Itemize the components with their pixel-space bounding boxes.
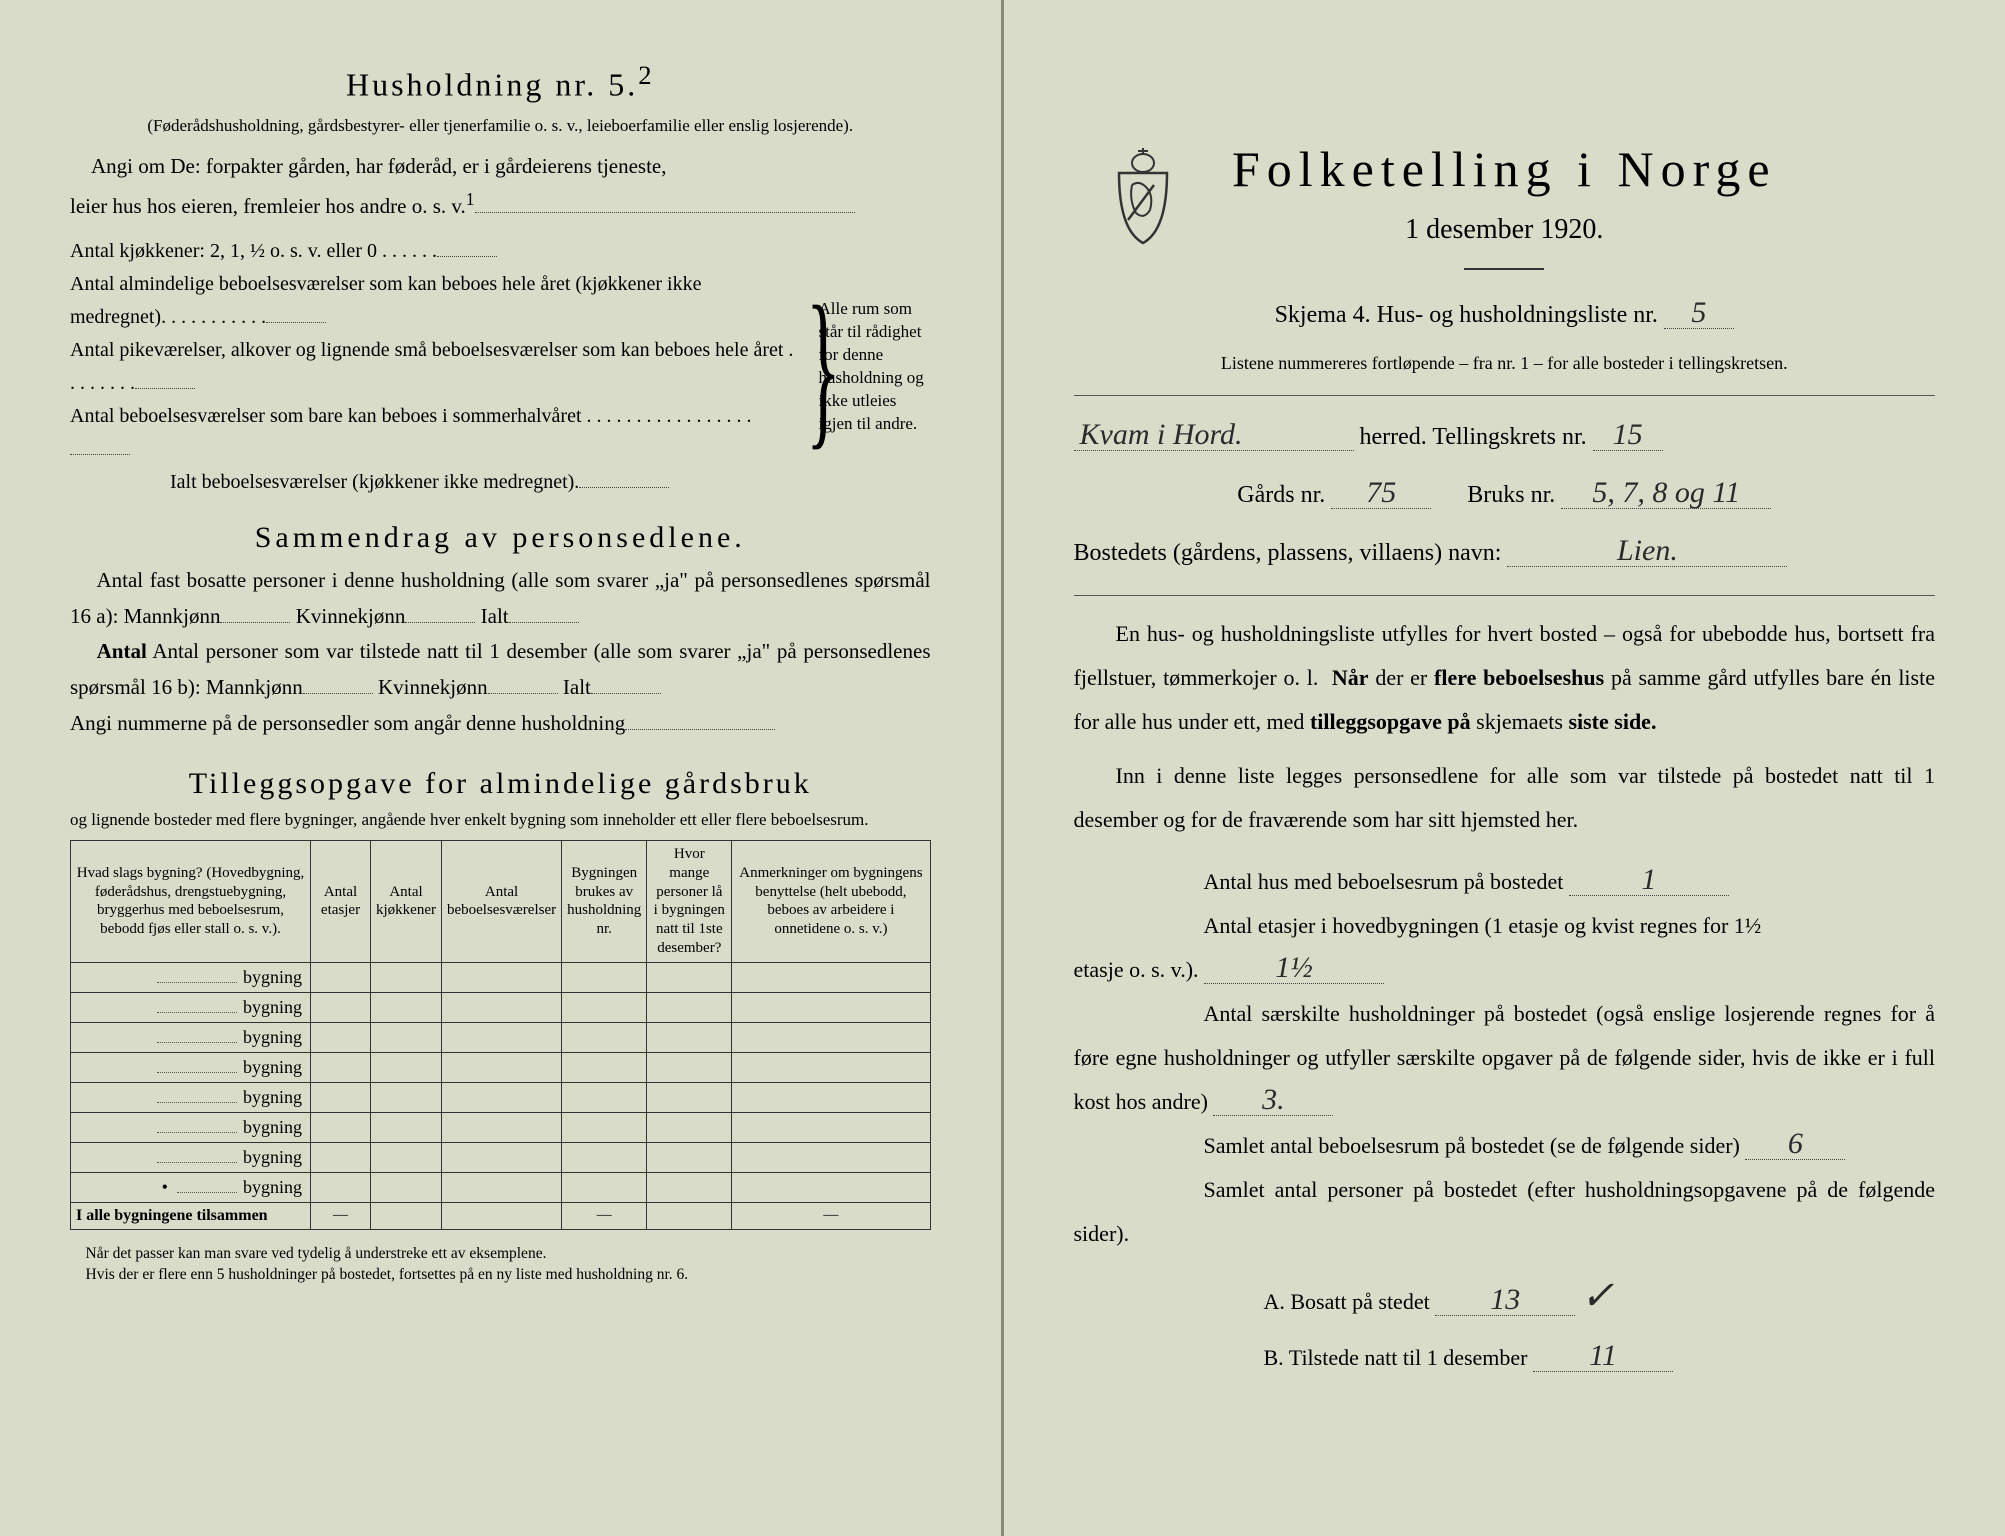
household-subnote: (Føderådshusholdning, gårdsbestyrer- ell… — [70, 114, 931, 138]
th-7: Anmerkninger om bygningens benyttelse (h… — [732, 841, 930, 963]
building-table: Hvad slags bygning? (Hovedbygning, føder… — [70, 840, 931, 1230]
household-heading: Husholdning nr. 5.2 — [70, 60, 931, 104]
table-row: bygning — [71, 992, 931, 1022]
samm-3: Angi nummerne på de personsedler som ang… — [70, 706, 931, 742]
para1: Angi om De: forpakter gården, har føderå… — [70, 149, 931, 224]
table-row: bygning — [71, 962, 931, 992]
field-rooms: Samlet antal beboelsesrum på bostedet (s… — [1074, 1124, 1936, 1168]
th-4: Antal beboelsesværelser — [441, 841, 561, 963]
sammendrag-title: Sammendrag av personsedlene. — [70, 521, 931, 555]
field-houses: Antal hus med beboelsesrum på bostedet 1 — [1074, 860, 1936, 904]
th-6: Hvor mange personer lå i bygningen natt … — [647, 841, 732, 963]
rooms-block: Antal kjøkkener: 2, 1, ½ o. s. v. eller … — [70, 235, 931, 499]
tillegg-sub: og lignende bosteder med flere bygninger… — [70, 809, 931, 832]
gards-line: Gårds nr. 75 Bruks nr. 5, 7, 8 og 11 — [1074, 470, 1936, 520]
table-row: • bygning — [71, 1172, 931, 1202]
divider-short — [1464, 268, 1544, 270]
footer-note: Når det passer kan man svare ved tydelig… — [70, 1244, 931, 1286]
field-a: A. Bosatt på stedet 13 ✓ — [1074, 1256, 1936, 1336]
instructions-1: En hus- og husholdningsliste utfylles fo… — [1074, 612, 1936, 744]
table-row: bygning — [71, 1082, 931, 1112]
field-persons: Samlet antal personer på bostedet (efter… — [1074, 1168, 1936, 1256]
table-row: bygning — [71, 1112, 931, 1142]
bosted-line: Bostedets (gårdens, plassens, villaens) … — [1074, 528, 1936, 578]
divider — [1074, 395, 1936, 396]
skjema-line: Skjema 4. Hus- og husholdningsliste nr. … — [1074, 290, 1936, 340]
table-row: bygning — [71, 1052, 931, 1082]
crest-icon — [1104, 145, 1182, 245]
instructions-2: Inn i denne liste legges personsedlene f… — [1074, 754, 1936, 842]
th-3: Antal kjøkkener — [371, 841, 442, 963]
census-title: Folketelling i Norge — [1074, 140, 1936, 198]
th-5: Bygningen brukes av husholdning nr. — [562, 841, 647, 963]
divider — [1074, 595, 1936, 596]
table-row: bygning — [71, 1022, 931, 1052]
right-page: Folketelling i Norge 1 desember 1920. Sk… — [1003, 0, 2005, 1536]
table-row: bygning — [71, 1142, 931, 1172]
samm-2: Antal Antal personer som var tilstede na… — [70, 634, 931, 705]
th-2: Antal etasjer — [311, 841, 371, 963]
tillegg-title: Tilleggsopgave for almindelige gårdsbruk — [70, 767, 931, 801]
liste-note: Listene nummereres fortløpende – fra nr.… — [1074, 348, 1936, 379]
census-date: 1 desember 1920. — [1074, 206, 1936, 254]
samm-1: Antal fast bosatte personer i denne hush… — [70, 563, 931, 634]
herred-line: Kvam i Hord. herred. Tellingskrets nr. 1… — [1074, 412, 1936, 462]
field-floors: Antal etasjer i hovedbygningen (1 etasje… — [1074, 904, 1936, 992]
left-page: Husholdning nr. 5.2 (Føderådshusholdning… — [0, 0, 1003, 1536]
table-total-row: I alle bygningene tilsammen ——— — [71, 1202, 931, 1229]
field-households: Antal særskilte husholdninger på bostede… — [1074, 992, 1936, 1124]
th-1: Hvad slags bygning? (Hovedbygning, føder… — [71, 841, 311, 963]
field-b: B. Tilstede natt til 1 desember 11 — [1074, 1336, 1936, 1380]
table-body: bygning bygning bygning bygning bygning … — [71, 962, 931, 1229]
